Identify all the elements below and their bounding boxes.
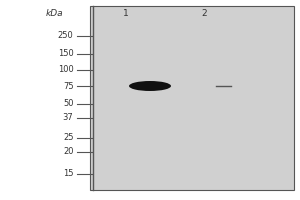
Text: kDa: kDa [45,9,63,19]
Text: 250: 250 [58,31,74,40]
Text: 150: 150 [58,49,74,58]
Bar [90,6,294,190]
Text: 75: 75 [63,82,74,90]
Text: 50: 50 [63,99,74,108]
Text: 15: 15 [63,170,74,178]
Text: 37: 37 [63,114,74,122]
Text: 1: 1 [123,9,129,19]
Text: 2: 2 [201,9,207,19]
Ellipse shape [129,81,171,91]
Bar [0,0,90,200]
Text: 20: 20 [63,148,74,156]
Text: 100: 100 [58,66,74,74]
Text: 25: 25 [63,134,74,142]
Bar [90,6,294,190]
